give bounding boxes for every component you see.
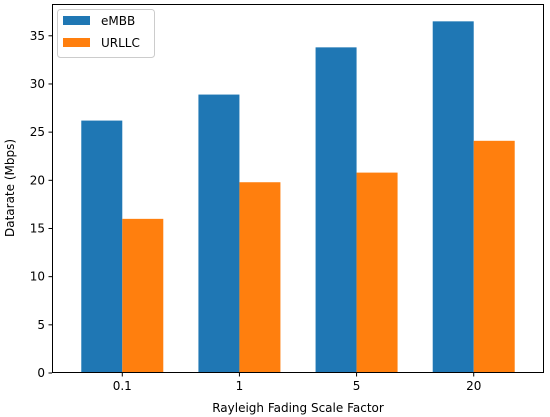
bar-urllc-1 (239, 182, 281, 373)
bar-embb-0-1 (81, 120, 123, 373)
y-tick-label: 5 (37, 318, 45, 332)
y-tick-label: 30 (30, 77, 45, 91)
bar-urllc-20 (473, 140, 515, 373)
legend-swatch-urllc (63, 38, 90, 47)
bar-embb-1 (198, 94, 240, 373)
x-axis-ticks: 0.1 1 5 20 (113, 373, 481, 393)
bar-urllc-0-1 (122, 218, 164, 373)
legend: eMBB URLLC (57, 9, 155, 58)
x-axis-label: Rayleigh Fading Scale Factor (212, 401, 384, 415)
x-tick-label: 0.1 (113, 379, 132, 393)
bar-embb-20 (432, 21, 474, 373)
y-tick-label: 0 (37, 366, 45, 380)
y-tick-label: 35 (30, 29, 45, 43)
axes (52, 4, 544, 373)
y-axis-ticks: 0 5 10 15 20 25 30 35 (30, 29, 52, 380)
bar-embb-5 (315, 47, 357, 373)
x-tick-label: 1 (236, 379, 244, 393)
x-tick-label: 5 (353, 379, 361, 393)
legend-label-embb: eMBB (101, 14, 135, 28)
x-tick-label: 20 (466, 379, 481, 393)
y-axis-label: Datarate (Mbps) (3, 139, 17, 237)
plot-frame (52, 4, 544, 373)
bars (81, 21, 515, 373)
y-tick-label: 20 (30, 173, 45, 187)
y-tick-label: 10 (30, 270, 45, 284)
legend-label-urllc: URLLC (101, 36, 140, 50)
bar-urllc-5 (356, 172, 398, 373)
legend-swatch-embb (63, 16, 90, 25)
y-tick-label: 25 (30, 125, 45, 139)
y-tick-label: 15 (30, 221, 45, 235)
